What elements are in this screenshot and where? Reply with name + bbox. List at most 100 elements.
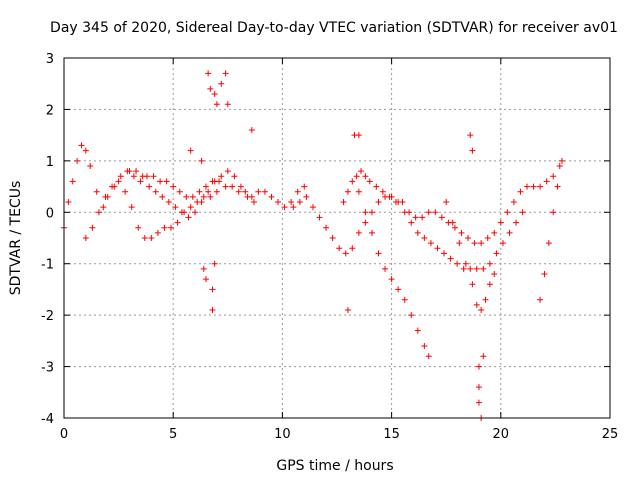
data-point bbox=[467, 265, 474, 272]
data-point bbox=[412, 214, 419, 221]
data-point bbox=[414, 229, 421, 236]
data-point bbox=[388, 276, 395, 283]
chart-title: Day 345 of 2020, Sidereal Day-to-day VTE… bbox=[50, 20, 618, 36]
data-point bbox=[545, 240, 552, 247]
data-point bbox=[530, 183, 537, 190]
data-point bbox=[211, 260, 218, 267]
data-point bbox=[303, 193, 310, 200]
y-tick-label: 3 bbox=[46, 52, 54, 67]
data-point bbox=[441, 250, 448, 257]
data-point bbox=[187, 204, 194, 211]
data-point bbox=[454, 260, 461, 267]
data-points bbox=[61, 70, 565, 421]
series-track-c bbox=[126, 168, 258, 221]
data-point bbox=[65, 199, 72, 205]
data-point bbox=[484, 235, 491, 241]
data-point bbox=[185, 214, 192, 221]
data-point bbox=[478, 240, 485, 247]
data-point bbox=[382, 265, 389, 272]
data-point bbox=[482, 296, 489, 303]
data-point bbox=[202, 183, 209, 190]
data-point bbox=[554, 183, 561, 190]
data-point bbox=[200, 265, 207, 272]
x-axis-title: GPS time / hours bbox=[276, 458, 393, 474]
data-point bbox=[231, 173, 238, 180]
data-point bbox=[368, 229, 375, 236]
data-point bbox=[355, 188, 362, 195]
data-point bbox=[100, 204, 107, 211]
data-point bbox=[159, 193, 166, 200]
data-point bbox=[242, 188, 249, 195]
data-point bbox=[316, 214, 323, 221]
data-point bbox=[329, 235, 336, 241]
data-point bbox=[349, 178, 356, 185]
data-point bbox=[513, 219, 520, 226]
data-point bbox=[344, 307, 351, 313]
y-tick-label: -4 bbox=[41, 412, 54, 427]
data-point bbox=[196, 188, 203, 195]
data-point bbox=[558, 157, 565, 164]
data-point bbox=[465, 235, 472, 241]
data-point bbox=[268, 193, 275, 200]
data-point bbox=[524, 183, 531, 190]
y-tick-label: 0 bbox=[46, 206, 54, 221]
data-point bbox=[168, 224, 175, 231]
data-point bbox=[82, 235, 89, 241]
data-point bbox=[224, 101, 231, 108]
data-point bbox=[541, 271, 548, 277]
data-point bbox=[211, 178, 218, 185]
data-point bbox=[235, 188, 242, 195]
data-point bbox=[137, 178, 144, 185]
data-point bbox=[456, 240, 463, 247]
data-point bbox=[491, 271, 498, 277]
data-point bbox=[408, 312, 415, 319]
data-point bbox=[392, 199, 399, 205]
data-point bbox=[478, 307, 485, 313]
data-point bbox=[95, 209, 102, 216]
data-point bbox=[462, 260, 469, 267]
data-point bbox=[135, 224, 142, 231]
series-track-d bbox=[290, 193, 526, 272]
data-point bbox=[152, 188, 159, 195]
data-point bbox=[251, 199, 258, 205]
data-point bbox=[78, 142, 85, 149]
data-point bbox=[207, 85, 214, 92]
data-point bbox=[205, 188, 212, 195]
data-point bbox=[458, 229, 465, 236]
data-point bbox=[427, 240, 434, 247]
data-point bbox=[213, 101, 220, 108]
data-point bbox=[205, 70, 212, 77]
data-point bbox=[342, 250, 349, 257]
data-point bbox=[471, 240, 478, 247]
data-point bbox=[432, 209, 439, 216]
data-point bbox=[189, 193, 196, 200]
data-point bbox=[122, 188, 129, 195]
data-point bbox=[275, 199, 282, 205]
data-point bbox=[375, 250, 382, 257]
data-point bbox=[517, 188, 524, 195]
data-point bbox=[506, 229, 513, 236]
data-point bbox=[288, 199, 295, 205]
data-point bbox=[198, 199, 205, 205]
data-point bbox=[154, 229, 161, 236]
data-point bbox=[493, 250, 500, 257]
data-point bbox=[176, 188, 183, 195]
data-point bbox=[486, 281, 493, 288]
data-point bbox=[211, 91, 218, 97]
series-track-b bbox=[82, 178, 220, 241]
data-point bbox=[102, 193, 109, 200]
data-point bbox=[148, 235, 155, 241]
data-point bbox=[473, 265, 480, 272]
data-point bbox=[375, 199, 382, 205]
data-point bbox=[504, 209, 511, 216]
data-point bbox=[222, 70, 229, 77]
data-point bbox=[146, 183, 153, 190]
data-point bbox=[109, 183, 116, 190]
data-point bbox=[178, 209, 185, 216]
x-tick-label: 0 bbox=[60, 427, 68, 442]
data-point bbox=[438, 214, 445, 221]
y-axis: -4 -3 -2 -1 0 1 2 3 bbox=[41, 52, 610, 427]
data-point bbox=[373, 183, 380, 190]
data-point bbox=[362, 209, 369, 216]
data-point bbox=[128, 204, 135, 211]
